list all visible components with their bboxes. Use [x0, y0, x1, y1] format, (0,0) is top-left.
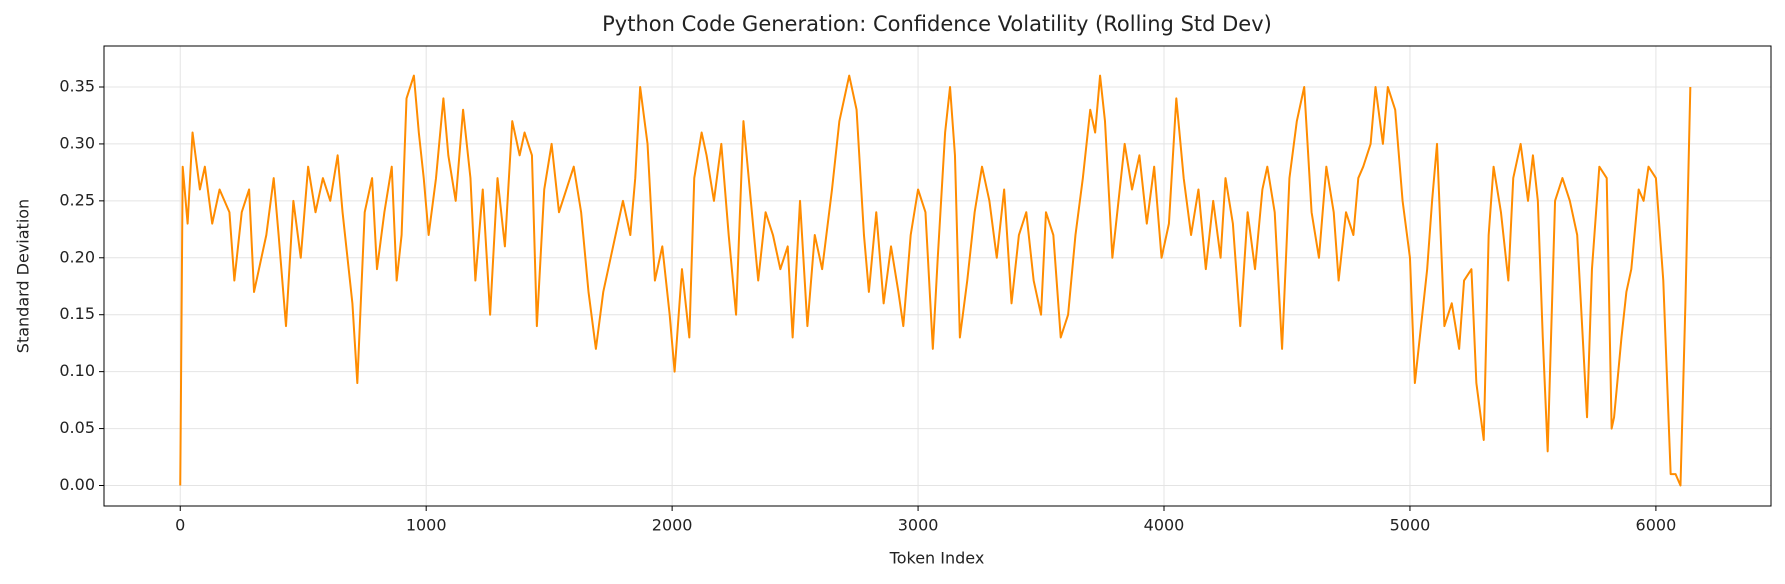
x-tick-label: 6000	[1636, 516, 1677, 535]
data-line	[179, 74, 1692, 487]
x-axis-label: Token Index	[889, 549, 985, 568]
x-tick-label: 1000	[406, 516, 447, 535]
plot-frame	[103, 45, 1772, 507]
chart-title: Python Code Generation: Confidence Volat…	[602, 12, 1272, 36]
x-tick-label: 2000	[652, 516, 693, 535]
y-tick-label: 0.15	[59, 304, 95, 323]
y-tick-label: 0.10	[59, 361, 95, 380]
y-tick-label: 0.30	[59, 133, 95, 152]
x-tick-label: 5000	[1390, 516, 1431, 535]
x-tick-label: 4000	[1144, 516, 1185, 535]
y-tick-label: 0.00	[59, 475, 95, 494]
x-tick-label: 0	[175, 516, 185, 535]
y-tick-label: 0.05	[59, 418, 95, 437]
x-tick-label: 3000	[898, 516, 939, 535]
y-tick-label: 0.20	[59, 247, 95, 266]
y-axis-label: Standard Deviation	[14, 199, 33, 353]
y-tick-label: 0.25	[59, 190, 95, 209]
y-tick-label: 0.35	[59, 76, 95, 95]
